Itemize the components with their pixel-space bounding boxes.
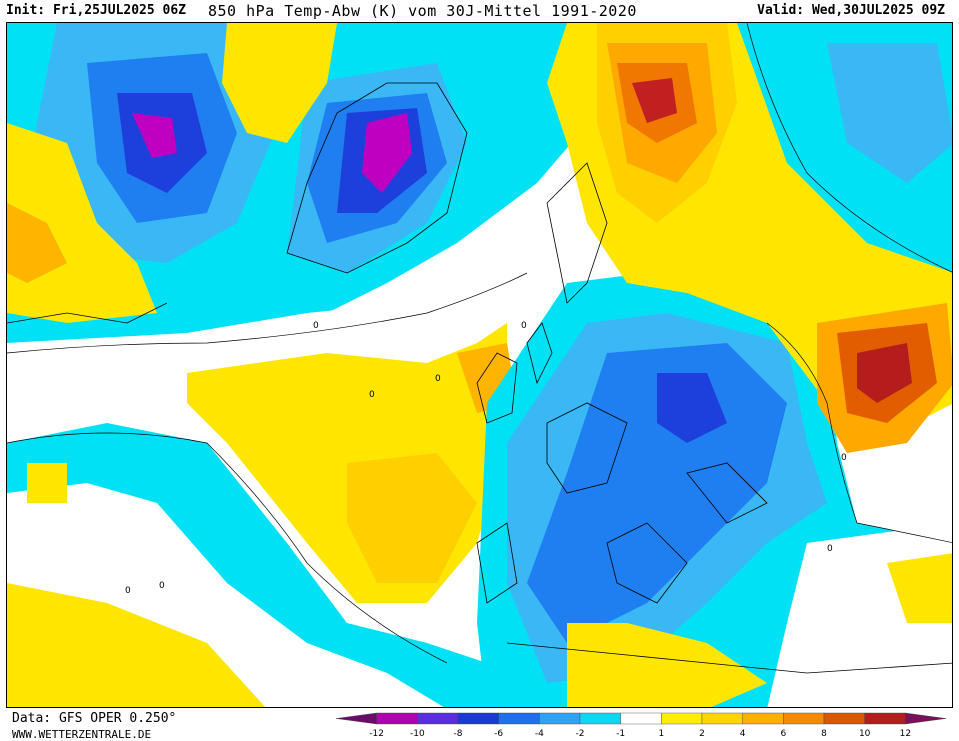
legend-tick-label: -10: [410, 729, 425, 739]
legend-swatch: [457, 712, 499, 725]
anomaly-region-yellow-azores: [27, 463, 67, 503]
contour-label: 0: [827, 544, 833, 554]
legend-swatches: [336, 712, 947, 725]
legend-ticks: -12 -10 -8 -6 -4 -2 -1 1 2 4 6 8 10 12: [369, 729, 911, 739]
anomaly-region-dark-blue-europe: [657, 373, 727, 443]
anomaly-region-neutral-atlantic: [7, 273, 517, 443]
contour-label: 0: [435, 374, 441, 384]
legend-tick-label: -12: [369, 729, 384, 739]
color-legend: -12 -10 -8 -6 -4 -2 -1 1 2 4 6 8 10 12: [336, 712, 947, 739]
legend-swatch: [742, 712, 784, 725]
legend-tick-label: -8: [454, 729, 463, 739]
legend-swatch: [498, 712, 540, 725]
chart-title: 850 hPa Temp-Abw (K) vom 30J-Mittel 1991…: [208, 2, 637, 20]
legend-tick-label: 1: [658, 729, 664, 739]
legend-tick-label: 6: [780, 729, 786, 739]
anomaly-region-yellow-southwest: [7, 583, 266, 707]
contour-label: 0: [159, 581, 165, 591]
anomaly-region-light-blue-northeast: [827, 43, 952, 183]
legend-tick-label: 2: [699, 729, 705, 739]
legend-tick-label: -6: [494, 729, 503, 739]
legend-swatch: [579, 712, 621, 725]
legend-tick-label: 10: [859, 729, 871, 739]
website-credit: WWW.WETTERZENTRALE.DE: [12, 728, 152, 741]
legend-tick-label: 8: [821, 729, 827, 739]
legend-tick-label: -2: [576, 729, 585, 739]
legend-swatch: [336, 712, 377, 725]
legend-tick-label: 4: [740, 729, 746, 739]
legend-swatch: [539, 712, 581, 725]
contour-label: 0: [313, 321, 319, 331]
anomaly-region-gold-atlantic: [347, 453, 477, 583]
legend-swatch: [864, 712, 906, 725]
legend-swatch: [376, 712, 418, 725]
legend-swatch: [823, 712, 865, 725]
legend-swatch: [661, 712, 703, 725]
chart-footer: Data: GFS OPER 0.250° WWW.WETTERZENTRALE…: [0, 708, 959, 741]
anomaly-region-red-russia: [632, 78, 677, 123]
coastlines: [7, 82, 952, 674]
anomaly-region-magenta-greenland: [362, 113, 412, 193]
contour-label: 0: [369, 390, 375, 400]
legend-tick-label: 12: [900, 729, 911, 739]
contour-labels: 0 0 0 0 0 0 0 0: [125, 321, 847, 596]
init-time: Init: Fri,25JUL2025 06Z: [6, 3, 187, 18]
legend-swatch: [620, 712, 662, 725]
valid-time: Valid: Wed,30JUL2025 09Z: [757, 3, 945, 18]
legend-swatch: [701, 712, 743, 725]
contour-label: 0: [521, 321, 527, 331]
chart-header: Init: Fri,25JUL2025 06Z 850 hPa Temp-Abw…: [0, 0, 959, 22]
contour-label: 0: [841, 453, 847, 463]
legend-swatch: [905, 712, 947, 725]
legend-swatch: [783, 712, 825, 725]
anomaly-region-yellow-south: [567, 623, 767, 707]
map-canvas: 0 0 0 0 0 0 0 0: [7, 23, 952, 707]
contour-label: 0: [125, 586, 131, 596]
anomaly-region-magenta-canada: [132, 113, 177, 158]
anomaly-region-orange-west: [7, 203, 67, 283]
legend-tick-label: -1: [616, 729, 625, 739]
zero-contours: [7, 23, 952, 664]
temperature-anomaly-map: 0 0 0 0 0 0 0 0: [6, 22, 953, 708]
anomaly-region-yellow-southeast: [887, 553, 952, 623]
legend-swatch: [417, 712, 459, 725]
anomaly-region-red-black-sea: [857, 343, 912, 403]
legend-tick-label: -4: [535, 729, 544, 739]
anomaly-region-yellow-baffin: [222, 23, 337, 143]
data-source: Data: GFS OPER 0.250°: [12, 711, 177, 726]
